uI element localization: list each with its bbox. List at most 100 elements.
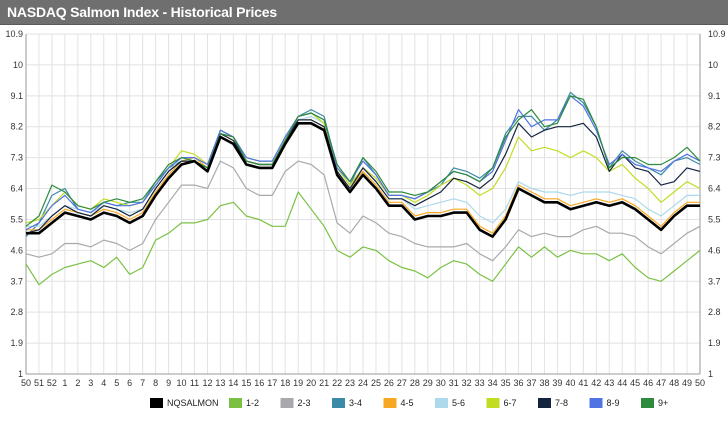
legend-swatch — [641, 398, 654, 408]
x-tick-label: 37 — [526, 378, 536, 388]
legend-swatch — [435, 398, 448, 408]
y-tick-label-right: 5.5 — [708, 214, 721, 224]
x-tick-label: 24 — [358, 378, 368, 388]
legend-swatch — [280, 398, 294, 408]
x-tick-label: 33 — [475, 378, 485, 388]
legend-label: 5-6 — [452, 398, 465, 408]
x-tick-label: 7 — [140, 378, 145, 388]
y-tick-label-right: 10 — [708, 60, 718, 70]
x-tick-label: 10 — [177, 378, 187, 388]
legend: NQSALMON 1-2 2-3 3-4 4-5 5-6 6-7 7-8 8-9 9+ — [150, 398, 668, 408]
legend-label: 4-5 — [401, 398, 414, 408]
legend-label: 3-4 — [349, 398, 362, 408]
x-tick-label: 23 — [345, 378, 355, 388]
x-tick-label: 16 — [254, 378, 264, 388]
legend-item[interactable]: 1-2 — [229, 398, 259, 408]
x-tick-label: 36 — [514, 378, 524, 388]
legend-swatch — [229, 398, 242, 408]
series-line-4-5 — [26, 119, 700, 234]
legend-item[interactable]: 5-6 — [435, 398, 465, 408]
legend-swatch — [150, 398, 163, 408]
x-tick-label: 47 — [656, 378, 666, 388]
x-tick-label: 11 — [190, 378, 199, 388]
y-tick-label-right: 1 — [708, 369, 713, 379]
x-tick-label: 46 — [643, 378, 653, 388]
legend-item[interactable]: NQSALMON — [150, 398, 219, 408]
y-tick-label-left: 3.7 — [10, 276, 23, 286]
x-tick-label: 38 — [539, 378, 549, 388]
x-tick-label: 50 — [695, 378, 705, 388]
x-tick-label: 17 — [267, 378, 277, 388]
x-tick-label: 9 — [166, 378, 171, 388]
y-axis-right: 1 1.9 2.8 3.7 4.6 5.5 6.4 7.3 8.2 9.1 10 10.9 — [699, 29, 726, 379]
legend-swatch — [383, 398, 397, 408]
legend-item[interactable]: 4-5 — [383, 398, 414, 408]
y-tick-label-left: 1 — [18, 369, 23, 379]
x-tick-label: 20 — [306, 378, 316, 388]
x-tick-label: 34 — [488, 378, 498, 388]
legend-label: NQSALMON — [167, 398, 219, 408]
x-tick-label: 40 — [565, 378, 575, 388]
legend-item[interactable]: 6-7 — [486, 398, 517, 408]
chart-title: NASDAQ Salmon Index - Historical Prices — [7, 4, 277, 20]
x-tick-label: 1 — [62, 378, 67, 388]
x-tick-label: 52 — [47, 378, 57, 388]
y-tick-label-left: 1.9 — [10, 338, 23, 348]
x-tick-label: 19 — [293, 378, 303, 388]
legend-label: 9+ — [658, 398, 668, 408]
legend-item[interactable]: 7-8 — [538, 398, 568, 408]
series-line-9- — [25, 95, 701, 227]
x-tick-label: 18 — [280, 378, 290, 388]
x-tick-label: 12 — [202, 378, 212, 388]
x-axis: 50 51 52 1 2 3 4 5 6 7 8 9 10 11 12 13 14 15 16 17 18 19 20 21 2… — [21, 373, 705, 388]
x-tick-label: 49 — [682, 378, 692, 388]
x-tick-label: 4 — [101, 378, 106, 388]
series-lines — [25, 91, 701, 286]
x-tick-label: 27 — [397, 378, 407, 388]
x-tick-label: 15 — [241, 378, 251, 388]
y-tick-label-left: 2.8 — [10, 307, 23, 317]
legend-item[interactable]: 9+ — [641, 398, 668, 408]
legend-label: 2-3 — [298, 398, 311, 408]
y-tick-label-right: 6.4 — [708, 184, 721, 194]
x-tick-label: 51 — [34, 378, 44, 388]
chart-header: NASDAQ Salmon Index - Historical Prices — [0, 0, 728, 25]
x-tick-label: 14 — [228, 378, 238, 388]
legend-item[interactable]: 2-3 — [280, 398, 311, 408]
x-tick-label: 8 — [153, 378, 158, 388]
y-tick-label-right: 4.6 — [708, 245, 721, 255]
y-tick-label-right: 2.8 — [708, 307, 721, 317]
x-tick-label: 44 — [617, 378, 627, 388]
x-tick-label: 26 — [384, 378, 394, 388]
y-tick-label-right: 7.3 — [708, 153, 721, 163]
y-tick-label-right: 8.2 — [708, 122, 721, 132]
y-tick-label-right: 3.7 — [708, 276, 721, 286]
x-tick-label: 50 — [21, 378, 31, 388]
series-line-8-9 — [25, 95, 701, 231]
legend-swatch — [332, 398, 345, 408]
y-tick-label-left: 8.2 — [10, 122, 23, 132]
x-tick-label: 25 — [371, 378, 381, 388]
y-tick-label-left: 9.1 — [10, 91, 23, 101]
x-tick-label: 5 — [114, 378, 119, 388]
legend-swatch — [486, 398, 500, 408]
y-tick-label-left: 10.9 — [5, 29, 23, 39]
y-tick-label-right: 10.9 — [708, 29, 726, 39]
x-tick-label: 32 — [462, 378, 472, 388]
x-tick-label: 13 — [215, 378, 225, 388]
x-tick-label: 31 — [449, 378, 459, 388]
x-tick-label: 35 — [501, 378, 511, 388]
legend-item[interactable]: 8-9 — [589, 398, 620, 408]
series-line-2-3 — [25, 160, 701, 262]
x-tick-label: 6 — [127, 378, 132, 388]
x-tick-label: 28 — [410, 378, 420, 388]
series-line-1-2 — [25, 191, 701, 286]
legend-label: 6-7 — [504, 398, 517, 408]
y-tick-label-right: 9.1 — [708, 91, 721, 101]
legend-item[interactable]: 3-4 — [332, 398, 362, 408]
y-tick-label-left: 10 — [13, 60, 23, 70]
y-axis-left: 1 1.9 2.8 3.7 4.6 5.5 6.4 7.3 8.2 9.1 10 10.9 — [5, 29, 27, 379]
x-tick-label: 29 — [423, 378, 433, 388]
x-tick-label: 42 — [591, 378, 601, 388]
legend-label: 8-9 — [607, 398, 620, 408]
